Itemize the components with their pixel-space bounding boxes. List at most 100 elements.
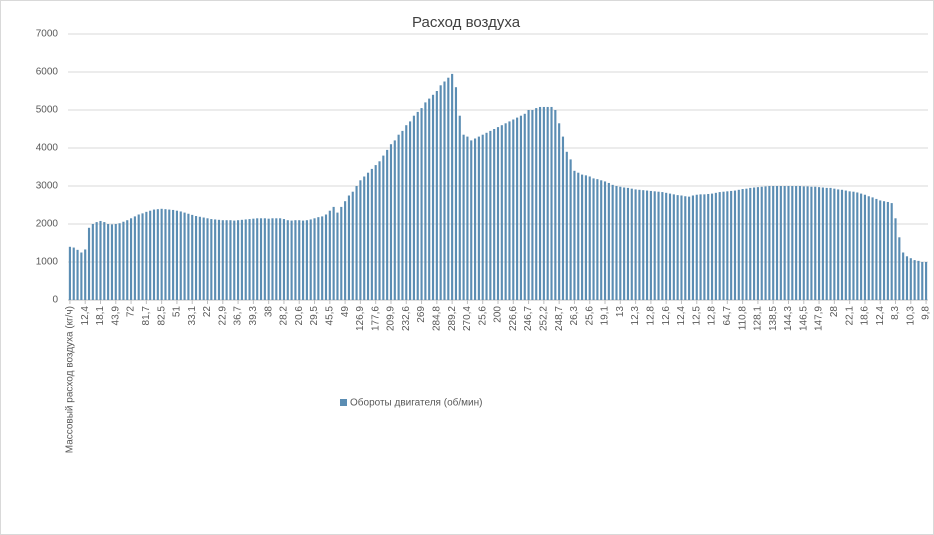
bar xyxy=(217,219,221,300)
y-tick-label: 2000 xyxy=(36,219,59,230)
bar xyxy=(152,209,156,300)
bar xyxy=(328,210,331,300)
bar xyxy=(676,195,679,300)
bar xyxy=(160,208,163,300)
bar xyxy=(214,219,217,300)
x-tick-label: 19,1 xyxy=(600,306,611,326)
bar xyxy=(588,176,591,300)
x-tick-label: 9,8 xyxy=(921,306,932,320)
bar xyxy=(668,193,672,300)
bar xyxy=(466,136,469,300)
bar xyxy=(558,123,561,300)
bar xyxy=(363,176,366,300)
x-tick-label: 146,5 xyxy=(798,306,809,331)
y-tick-label: 4000 xyxy=(36,143,59,154)
bar xyxy=(397,134,400,300)
bar xyxy=(898,237,901,300)
bar xyxy=(902,252,905,300)
bar xyxy=(179,211,182,300)
bar xyxy=(431,94,435,300)
x-tick-label: 51 xyxy=(172,306,183,318)
bar xyxy=(917,260,920,300)
bar xyxy=(187,213,190,300)
x-tick-label: 144,3 xyxy=(783,306,794,331)
bar xyxy=(118,223,121,300)
bar xyxy=(504,123,507,300)
x-tick-label: 64,7 xyxy=(722,306,733,326)
bar xyxy=(894,218,897,300)
x-tick-label: 147,9 xyxy=(814,306,825,331)
bar xyxy=(798,186,802,300)
x-tick-label: 209,9 xyxy=(386,306,397,331)
x-tick-label: 22,1 xyxy=(844,306,855,326)
bar xyxy=(416,111,419,301)
bar xyxy=(764,186,767,300)
x-tick-label: 82,5 xyxy=(156,306,167,326)
bar xyxy=(435,91,438,300)
bar xyxy=(825,187,828,300)
bar xyxy=(145,211,148,300)
x-tick-label: 252,2 xyxy=(539,306,550,331)
bar xyxy=(324,214,328,300)
bar xyxy=(72,247,75,300)
x-tick-label: 12,8 xyxy=(646,306,657,326)
bar xyxy=(783,186,786,300)
bar xyxy=(516,117,519,300)
bar xyxy=(473,138,477,300)
bar xyxy=(642,190,645,300)
bar xyxy=(569,159,572,300)
bar xyxy=(447,77,450,300)
x-tick-label: 128,1 xyxy=(753,306,764,331)
y-tick-label: 0 xyxy=(52,295,58,306)
bar xyxy=(722,191,725,300)
bar xyxy=(703,194,706,300)
x-tick-label: 36,7 xyxy=(233,306,244,326)
bar xyxy=(867,196,870,300)
bar xyxy=(382,155,385,300)
bar xyxy=(603,181,607,300)
y-tick-label: 1000 xyxy=(36,257,59,268)
x-tick-label: 22 xyxy=(202,306,213,318)
bar xyxy=(344,201,347,300)
bar xyxy=(573,170,576,300)
bar xyxy=(699,194,702,300)
bar xyxy=(561,136,565,300)
bar xyxy=(332,206,335,300)
bar xyxy=(531,110,534,300)
bar xyxy=(259,218,263,300)
x-tick-label: 39,3 xyxy=(248,306,259,326)
y-tick-label: 5000 xyxy=(36,105,59,116)
bar xyxy=(164,209,167,300)
bar xyxy=(817,187,821,300)
bar xyxy=(581,174,584,300)
bar xyxy=(550,106,553,301)
bar xyxy=(412,115,415,300)
bar xyxy=(829,187,832,300)
bar xyxy=(229,220,232,300)
bar xyxy=(336,212,339,300)
bar xyxy=(775,186,779,300)
bar xyxy=(481,134,484,300)
bar xyxy=(321,216,324,300)
x-tick-label: 33,1 xyxy=(187,306,198,326)
x-tick-label: 12,5 xyxy=(691,306,702,326)
bar xyxy=(110,224,114,300)
x-tick-label: 28,2 xyxy=(279,306,290,326)
bar xyxy=(890,203,893,300)
x-tick-label: 18,6 xyxy=(860,306,871,326)
bar xyxy=(600,180,603,300)
bar xyxy=(267,218,270,300)
bar xyxy=(103,222,106,300)
x-tick-label: 226,6 xyxy=(508,306,519,331)
bar xyxy=(313,218,316,300)
bar xyxy=(194,216,198,300)
bar xyxy=(615,186,618,300)
bar xyxy=(133,216,136,300)
bar xyxy=(366,172,370,300)
bar xyxy=(420,108,423,300)
bar xyxy=(198,216,201,300)
bar xyxy=(718,192,721,300)
bar xyxy=(355,186,358,300)
bar xyxy=(879,200,882,300)
x-tick-label: 289,2 xyxy=(447,306,458,331)
